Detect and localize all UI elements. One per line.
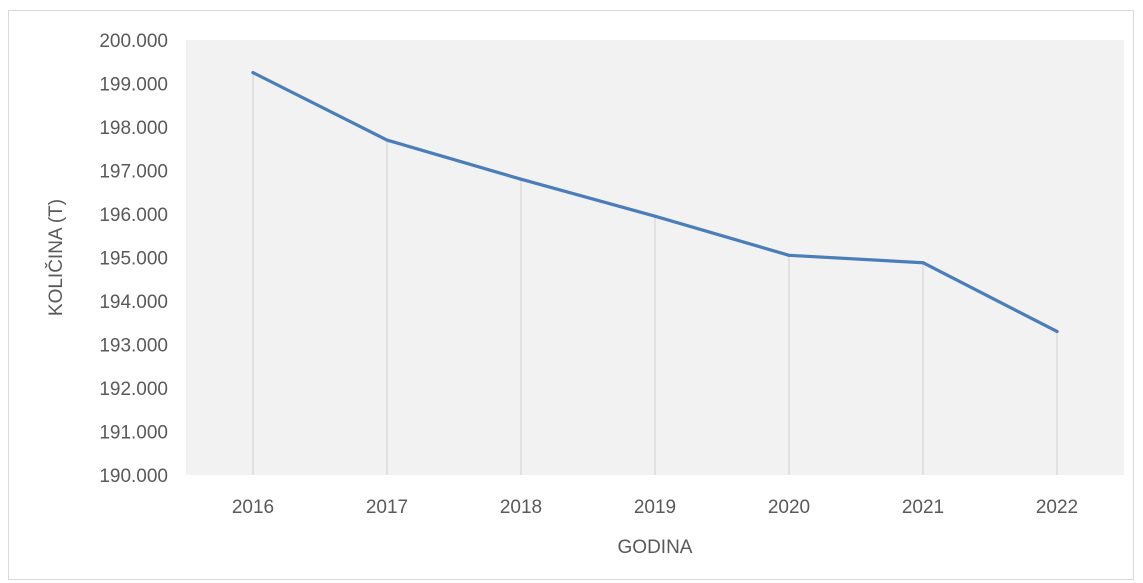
y-tick-label: 192.000 bbox=[99, 379, 168, 400]
data-point-2021 bbox=[921, 261, 925, 265]
x-tick-label-2016: 2016 bbox=[232, 497, 274, 518]
data-point-2020 bbox=[787, 253, 791, 257]
x-tick-label-2019: 2019 bbox=[634, 497, 676, 518]
y-tick-label: 200.000 bbox=[99, 31, 168, 52]
data-points bbox=[251, 71, 1059, 334]
x-axis-title: GODINA bbox=[618, 537, 693, 558]
drop-lines bbox=[252, 72, 1058, 475]
data-point-2019 bbox=[653, 214, 657, 218]
y-tick-label: 191.000 bbox=[99, 423, 168, 444]
x-tick-label-2017: 2017 bbox=[366, 497, 408, 518]
y-tick-label: 196.000 bbox=[99, 205, 168, 226]
data-point-2022 bbox=[1055, 329, 1059, 334]
y-axis-ticks: 190.000 191.000 192.000 193.000 194.000 195.0… bbox=[99, 31, 168, 487]
data-point-2018 bbox=[519, 177, 523, 181]
x-tick-label-2021: 2021 bbox=[902, 497, 944, 518]
data-point-2017 bbox=[385, 138, 389, 142]
x-tick-label-2020: 2020 bbox=[768, 497, 810, 518]
x-tick-label-2018: 2018 bbox=[500, 497, 542, 518]
y-tick-label: 197.000 bbox=[99, 162, 168, 183]
x-axis-ticks: 2016 2017 2018 2019 2020 2021 2022 bbox=[232, 497, 1078, 518]
x-tick-label-2022: 2022 bbox=[1036, 497, 1078, 518]
y-axis-title: KOLIČINA (T) bbox=[45, 199, 67, 316]
y-tick-label: 190.000 bbox=[99, 466, 168, 487]
y-tick-label: 195.000 bbox=[99, 249, 168, 270]
y-tick-label: 199.000 bbox=[99, 75, 168, 96]
y-tick-label: 193.000 bbox=[99, 336, 168, 357]
data-point-2016 bbox=[251, 71, 255, 75]
y-tick-label: 198.000 bbox=[99, 118, 168, 139]
y-tick-label: 194.000 bbox=[99, 292, 168, 313]
